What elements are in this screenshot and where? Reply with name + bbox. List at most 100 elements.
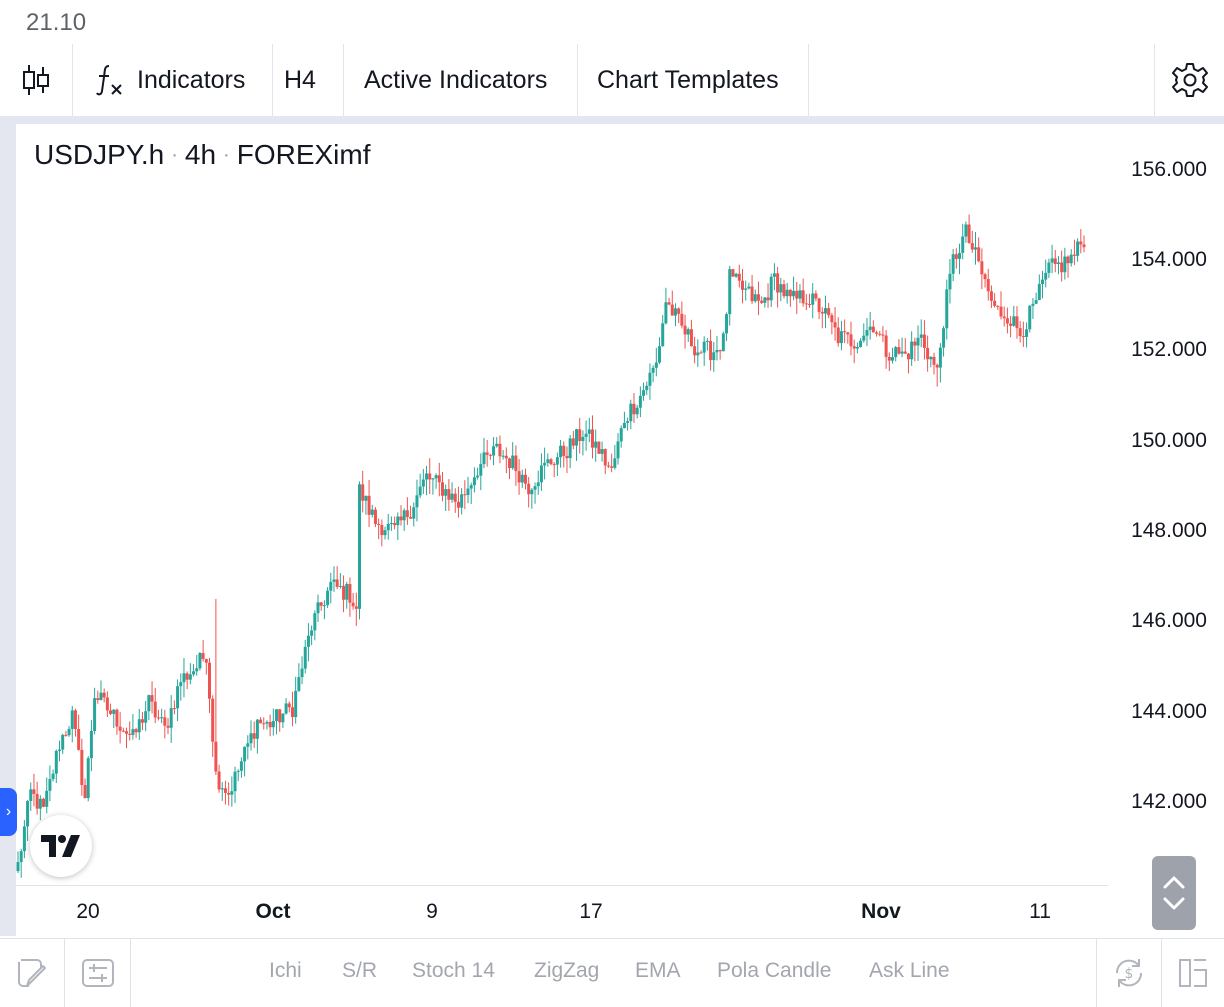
chart-templates-label: Chart Templates: [597, 65, 779, 94]
candle-body: [910, 341, 914, 360]
candle-body: [760, 300, 764, 303]
candle-body: [578, 429, 582, 442]
candle-body: [469, 485, 473, 489]
candle-body: [233, 771, 237, 792]
candle-body: [125, 731, 129, 734]
symbol-exchange: FOREXimf: [236, 139, 371, 170]
candle-body: [973, 247, 977, 250]
candle-body: [297, 677, 301, 691]
indicators-button[interactable]: Indicators: [73, 44, 273, 116]
candle-body: [364, 495, 368, 501]
indicator-pill-ichi[interactable]: Ichi: [269, 959, 302, 982]
candle-body: [342, 585, 346, 600]
candle-body: [642, 390, 646, 396]
candle-body: [575, 429, 579, 446]
candle-body: [859, 340, 863, 347]
candle-body: [916, 337, 920, 346]
indicator-pill-ema[interactable]: EMA: [635, 959, 681, 982]
chevron-right-icon: ›: [5, 803, 12, 820]
candle-body: [227, 792, 231, 795]
bottom-toolbar: Ichi S/R Stoch 14 ZigZag EMA Pola Candle…: [0, 938, 1224, 1007]
candle-body: [306, 635, 310, 647]
candle-body: [57, 749, 61, 751]
candle-body: [811, 293, 815, 305]
candle-body: [712, 352, 716, 361]
candle-body: [523, 474, 527, 484]
candle-body: [594, 441, 598, 448]
candle-body: [613, 458, 617, 468]
candle-body: [310, 630, 314, 636]
candle-body: [1044, 272, 1048, 280]
candle-body: [677, 308, 681, 314]
candle-body: [396, 516, 400, 526]
status-time: 21.10: [26, 9, 87, 36]
candle-body: [699, 352, 703, 354]
candle-body: [686, 329, 690, 335]
candle-body: [670, 304, 674, 316]
candle-body: [51, 773, 55, 780]
candle-body: [262, 723, 266, 725]
scale-toggle-button[interactable]: [1152, 856, 1196, 930]
price-tick-label: 148.000: [1131, 519, 1207, 542]
candle-body: [358, 484, 362, 609]
candle-body: [479, 464, 483, 476]
candle-body: [42, 798, 46, 807]
price-tick-label: 142.000: [1131, 790, 1207, 813]
candle-body: [303, 646, 307, 669]
settings-button[interactable]: [1154, 44, 1224, 116]
candle-body: [399, 516, 403, 521]
candle-body: [891, 357, 895, 361]
candle-body: [852, 346, 856, 349]
candle-body: [989, 291, 993, 301]
chart-templates-button[interactable]: Chart Templates: [578, 44, 809, 116]
indicator-pill-pola-candle[interactable]: Pola Candle: [717, 959, 832, 982]
candle-body: [1063, 256, 1067, 273]
candle-body: [581, 436, 585, 442]
candle-body: [958, 252, 962, 259]
active-indicators-button[interactable]: Active Indicators: [344, 44, 578, 116]
layout-button[interactable]: [1162, 939, 1224, 1007]
candle-body: [345, 584, 349, 600]
candle-body: [313, 613, 317, 631]
candle-body: [1076, 241, 1080, 256]
candle-body: [498, 443, 502, 457]
indicator-pill-sr[interactable]: S/R: [342, 959, 378, 982]
candle-body: [635, 407, 639, 415]
indicator-pill-stoch[interactable]: Stoch 14: [412, 959, 495, 982]
candle-body: [938, 347, 942, 368]
candle-body: [951, 254, 955, 274]
candle-body: [999, 306, 1003, 317]
candle-body: [929, 356, 933, 360]
candle-body: [830, 315, 834, 323]
tradingview-logo[interactable]: [30, 815, 92, 877]
candle-body: [284, 703, 288, 714]
top-toolbar: Indicators H4 Active Indicators Chart Te…: [0, 44, 1224, 116]
candle-body: [32, 789, 36, 794]
candle-body: [45, 790, 49, 807]
price-tick-label: 152.000: [1131, 338, 1207, 361]
candle-body: [348, 584, 352, 603]
expand-panel-button[interactable]: ›: [0, 788, 17, 836]
candle-body: [587, 429, 591, 434]
chart-area[interactable]: [16, 124, 1224, 936]
draw-button[interactable]: [0, 939, 65, 1007]
chart-type-button[interactable]: [0, 44, 73, 116]
indicators-label: Indicators: [137, 65, 246, 94]
indicator-pill-ask-line[interactable]: Ask Line: [869, 959, 950, 982]
object-tree-button[interactable]: [65, 939, 131, 1007]
candle-body: [996, 305, 1000, 307]
candle-body: [287, 703, 291, 708]
candle-body: [1031, 303, 1035, 306]
candle-body: [693, 346, 697, 356]
trade-button[interactable]: $: [1096, 939, 1162, 1007]
candle-body: [626, 421, 630, 423]
candles-icon: [23, 65, 49, 95]
indicator-pill-zigzag[interactable]: ZigZag: [534, 959, 600, 982]
candle-body: [1034, 300, 1038, 304]
candle-body: [788, 289, 792, 297]
candle-body: [26, 800, 30, 827]
candle-body: [1002, 316, 1006, 319]
interval-button[interactable]: H4: [273, 44, 344, 116]
candle-body: [230, 791, 234, 795]
